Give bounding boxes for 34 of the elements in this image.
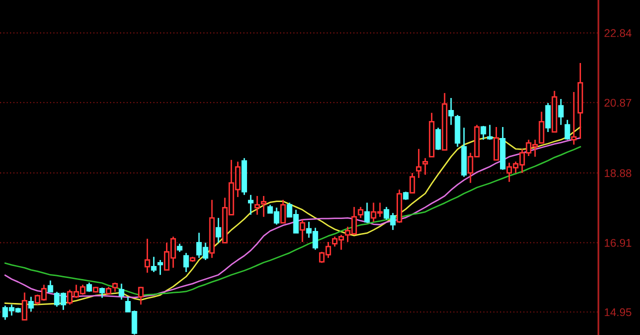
candlestick <box>487 124 493 140</box>
candlestick <box>248 194 254 216</box>
candlestick <box>99 286 105 299</box>
y-tick-label: 22.84 <box>604 29 632 38</box>
y-tick-label: 20.87 <box>604 98 632 107</box>
y-tick-label: 18.88 <box>604 169 632 178</box>
candlestick <box>538 111 544 144</box>
candlestick <box>86 282 92 293</box>
candlestick <box>22 292 28 320</box>
candlestick <box>545 102 551 133</box>
candlestick <box>364 202 370 224</box>
candlestick <box>216 217 222 244</box>
candlestick <box>183 252 189 273</box>
candlestick <box>280 199 286 224</box>
candlestick <box>416 148 422 179</box>
candlestick <box>558 98 564 126</box>
candlestick <box>435 127 441 151</box>
candlestick <box>422 157 428 176</box>
candlestick <box>118 283 124 300</box>
candlestick <box>300 218 306 243</box>
y-tick-label: 16.91 <box>604 238 632 247</box>
candlestick <box>480 125 486 140</box>
candlestick <box>571 91 577 146</box>
candlestick <box>158 259 164 276</box>
y-tick-label: 14.95 <box>604 308 632 316</box>
candlestick <box>48 280 54 294</box>
candlestick <box>358 206 364 219</box>
candlestick <box>410 172 416 194</box>
candlestick <box>494 126 500 161</box>
candlestick <box>144 238 150 274</box>
candlestick <box>151 256 157 273</box>
candlestick <box>28 296 34 312</box>
candlestick <box>564 119 570 140</box>
candlestick <box>138 286 144 306</box>
